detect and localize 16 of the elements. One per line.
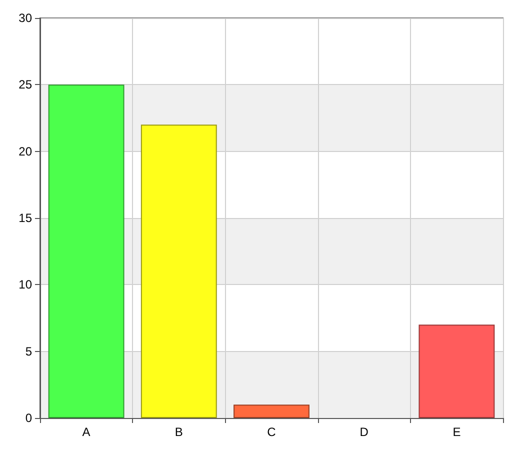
x-tick-label: B: [174, 425, 183, 439]
x-tick-label: D: [360, 425, 369, 439]
y-tick-label: 25: [18, 78, 32, 92]
bar: [234, 404, 310, 418]
y-tick-label: 20: [18, 144, 32, 158]
y-tick-label: 15: [18, 211, 32, 225]
bar: [48, 84, 124, 418]
y-tick-label: 10: [18, 278, 32, 292]
bar: [140, 124, 217, 418]
x-tick-label: C: [267, 425, 276, 439]
x-tick-label: A: [82, 425, 90, 439]
y-tick-label: 30: [18, 11, 32, 25]
bar: [418, 324, 495, 418]
y-tick-label: 5: [25, 344, 32, 358]
x-tick-label: E: [452, 425, 461, 439]
y-tick-label: 0: [25, 411, 32, 425]
